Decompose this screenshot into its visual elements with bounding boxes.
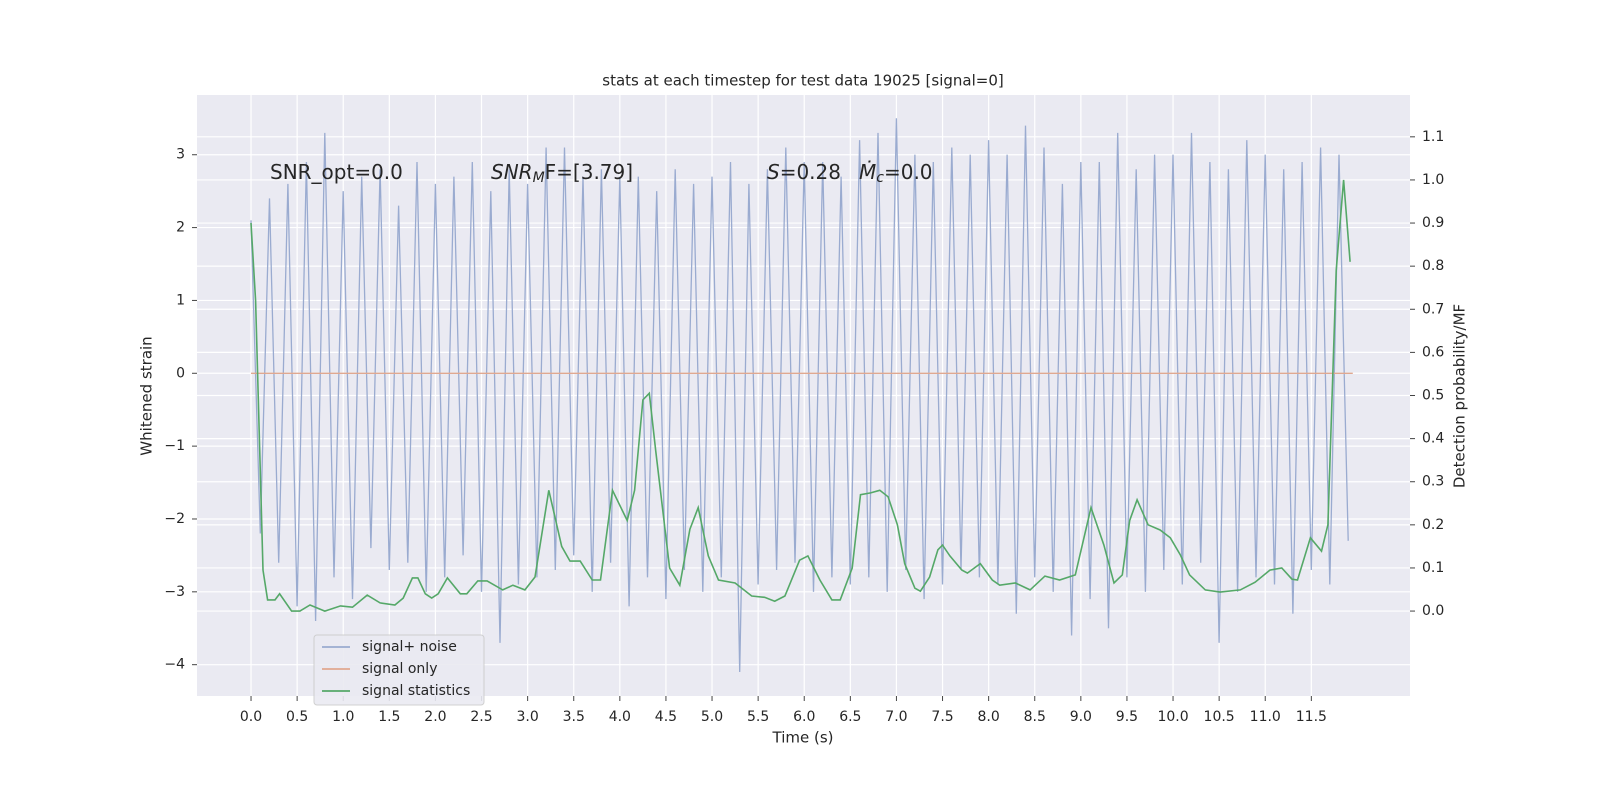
annotation-part: SNR	[491, 160, 533, 184]
x-tick-label: 3.0	[517, 709, 539, 725]
x-tick-label: 8.0	[978, 709, 1000, 725]
x-tick-label: 7.0	[885, 709, 907, 725]
x-tick-label: 2.5	[470, 709, 492, 725]
y2-tick-label: 0.2	[1422, 517, 1444, 533]
x-tick-label: 7.5	[931, 709, 953, 725]
y2-tick-label: 0.1	[1422, 560, 1444, 576]
annotation-part: =0.0	[884, 160, 933, 184]
y-tick-label: −1	[164, 438, 185, 454]
y2-axis-label: Detection probability/MF	[1451, 304, 1469, 488]
series-line	[250, 179, 1351, 612]
y2-tick-label: 0.5	[1422, 388, 1444, 404]
x-tick-label: 11.0	[1250, 709, 1281, 725]
annotation-part: F=[3.79]	[545, 160, 633, 184]
annotation-part: S	[767, 160, 780, 184]
y2-tick-label: 1.1	[1422, 129, 1444, 145]
x-tick-label: 1.0	[332, 709, 354, 725]
y-tick-label: 1	[176, 292, 185, 308]
marks	[250, 118, 1353, 673]
legend-label: signal statistics	[362, 683, 470, 699]
x-tick-label: 6.5	[839, 709, 861, 725]
x-tick-label: 9.5	[1116, 709, 1138, 725]
legend-label: signal only	[362, 661, 437, 677]
x-tick-label: 5.5	[747, 709, 769, 725]
y2-tick-label: 0.8	[1422, 258, 1444, 274]
x-tick-label: 6.0	[793, 709, 815, 725]
x-tick-label: 3.5	[563, 709, 585, 725]
x-tick-label: 11.5	[1296, 709, 1327, 725]
y-axis-label: Whitened strain	[138, 336, 156, 455]
y-tick-label: 0	[176, 365, 185, 381]
x-tick-label: 10.0	[1157, 709, 1188, 725]
y-tick-label: 2	[176, 220, 185, 236]
annotation: S=0.28	[767, 160, 841, 184]
chart-title: stats at each timestep for test data 190…	[602, 72, 1003, 90]
series-line	[250, 118, 1349, 673]
x-axis-label: Time (s)	[772, 729, 834, 747]
annotation-part: M	[533, 170, 545, 186]
y-tick-label: 3	[176, 147, 185, 163]
y2-tick-label: 0.9	[1422, 215, 1444, 231]
legend-label: signal+ noise	[362, 639, 457, 655]
labels: 0.0 0.5 1.0 1.5 2.0 2.5 3.0 3.5 4.0 4.5 5.0 5.5 6.0 6…	[164, 129, 1444, 725]
annotation-part: =0.28	[780, 160, 841, 184]
x-tick-label: 2.0	[424, 709, 446, 725]
y-tick-label: −3	[164, 584, 185, 600]
x-tick-label: 4.5	[655, 709, 677, 725]
x-tick-label: 0.5	[286, 709, 308, 725]
y2-tick-label: 0.7	[1422, 301, 1444, 317]
legend-box	[313, 634, 485, 706]
y-tick-label: −2	[164, 511, 185, 527]
y-tick-label: −4	[164, 657, 185, 673]
y2-tick-label: 0.6	[1422, 344, 1444, 360]
y2-tick-label: 1.0	[1422, 172, 1444, 188]
x-tick-label: 9.0	[1070, 709, 1092, 725]
x-tick-label: 5.0	[701, 709, 723, 725]
x-tick-label: 4.0	[609, 709, 631, 725]
y2-tick-label: 0.3	[1422, 474, 1444, 490]
x-tick-label: 8.5	[1024, 709, 1046, 725]
x-tick-label: 0.0	[240, 709, 262, 725]
annotation: SNR_opt=0.0	[270, 160, 403, 184]
annotation-part: SNR_opt=0.0	[270, 160, 403, 184]
annotation: Ṁc=0.0	[859, 160, 933, 187]
annotation-part: c	[876, 170, 884, 186]
y2-tick-label: 0.0	[1422, 603, 1444, 619]
annotation: SNRMF=[3.79]	[491, 160, 633, 187]
annotation-part: Ṁ	[859, 160, 876, 184]
y2-tick-label: 0.4	[1422, 431, 1444, 447]
x-tick-label: 1.5	[378, 709, 400, 725]
x-tick-label: 10.5	[1204, 709, 1235, 725]
